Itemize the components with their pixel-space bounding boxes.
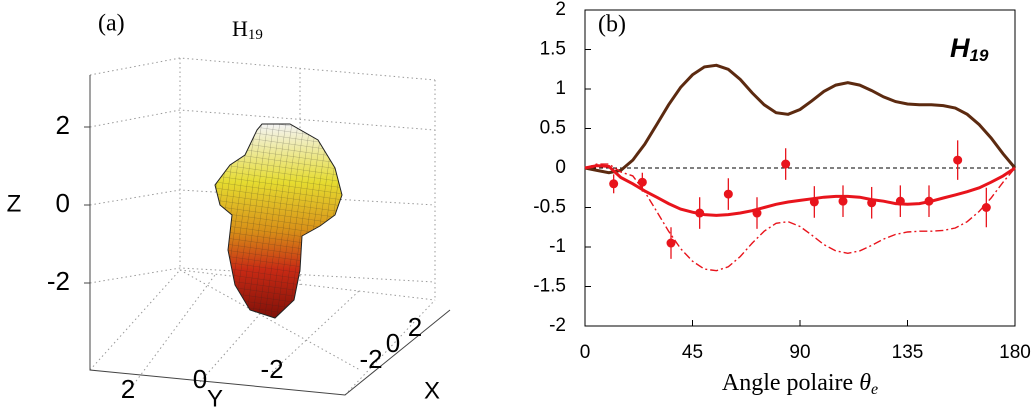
panel-title: H19 xyxy=(232,16,263,43)
z-tick-label: -2 xyxy=(47,266,70,296)
title-subscript: 19 xyxy=(248,27,263,43)
x-tick-label: 0 xyxy=(386,328,400,358)
x-label-symbol: θ xyxy=(859,370,871,396)
x-axis-label: Angle polaire θe xyxy=(722,370,878,398)
data-point xyxy=(953,155,963,165)
data-point xyxy=(981,203,991,212)
panel-title: H19 xyxy=(950,33,989,65)
surface xyxy=(214,123,343,319)
title-main: H xyxy=(950,33,970,63)
z-label: Z xyxy=(7,190,22,217)
panel-a: (a) H19 Z Y X -202-202-202 xyxy=(7,11,451,412)
x-label: X xyxy=(424,377,440,404)
x-tick-label: 45 xyxy=(682,342,703,363)
curve xyxy=(584,163,1016,272)
curve xyxy=(584,63,1017,175)
y-tick-label: 0 xyxy=(193,364,207,394)
data-point xyxy=(695,208,705,218)
x-tick-label: 180 xyxy=(999,342,1031,363)
data-point xyxy=(723,189,733,199)
title-subscript: 19 xyxy=(970,46,989,65)
y-tick-label: 1 xyxy=(555,78,566,99)
y-tick-label: -1.5 xyxy=(533,276,566,297)
y-tick-label: 2 xyxy=(555,0,566,20)
data-point xyxy=(809,197,819,207)
y-tick-label: -2 xyxy=(549,315,566,336)
title-main: H xyxy=(232,16,248,41)
data-point xyxy=(666,238,676,248)
data-point xyxy=(838,196,848,206)
data-point xyxy=(895,196,905,206)
x-label-subscript: e xyxy=(871,381,878,398)
y-tick-label: 0.5 xyxy=(540,118,566,139)
x-tick-label: 0 xyxy=(580,342,591,363)
y-tick-label: 1.5 xyxy=(540,39,566,60)
data-point xyxy=(637,177,647,187)
data-point xyxy=(781,159,791,169)
data-point xyxy=(752,208,762,218)
panel-label: (b) xyxy=(598,12,626,38)
y-tick-label: -1 xyxy=(549,236,566,257)
y-tick-label: -0.5 xyxy=(533,197,566,218)
x-tick-label: -2 xyxy=(359,344,382,374)
z-tick-label: 2 xyxy=(56,110,70,140)
y-tick-label: 2 xyxy=(121,374,135,404)
z-tick-label: 0 xyxy=(56,188,70,218)
axes-3d xyxy=(89,75,451,396)
data-point xyxy=(924,196,934,206)
y-tick-label: 0 xyxy=(555,157,566,178)
box-grid xyxy=(89,57,436,396)
x-tick-label: 135 xyxy=(892,342,924,363)
panel-b: (b) H19 Angle polaire θe -2 -1.5 -1 -0.5 0 0.… xyxy=(533,0,1031,398)
y-tick-label: -2 xyxy=(260,354,283,384)
curve xyxy=(584,164,1016,217)
x-tick-label: 2 xyxy=(408,312,422,342)
y-label: Y xyxy=(207,385,223,412)
data-point xyxy=(609,179,619,189)
x-label-text: Angle polaire xyxy=(722,370,859,396)
data-point xyxy=(867,198,877,208)
x-tick-label: 90 xyxy=(789,342,810,363)
panel-label: (a) xyxy=(98,11,125,37)
